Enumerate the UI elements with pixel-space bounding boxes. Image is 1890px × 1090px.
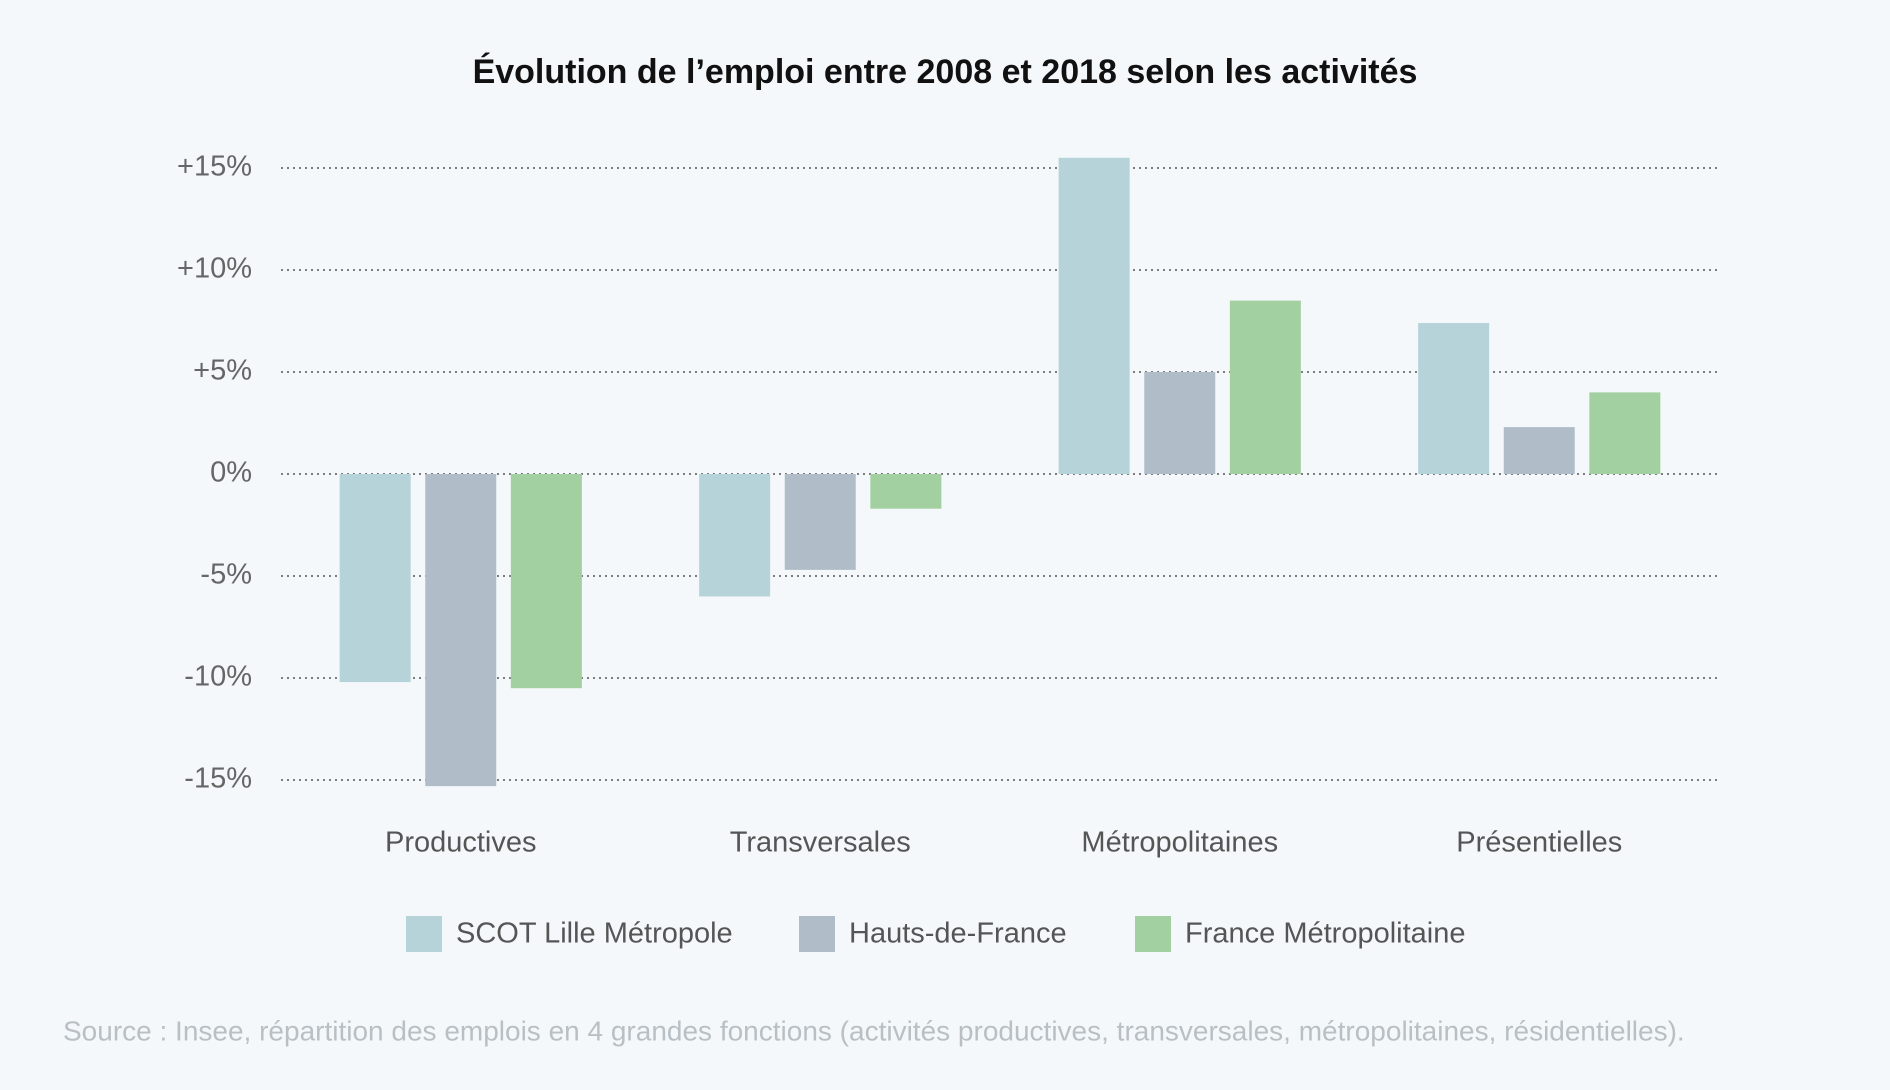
x-tick-label: Transversales [730,827,911,859]
bar [1229,300,1301,474]
bar [1144,372,1216,474]
y-tick-label: 0% [210,457,252,489]
x-tick-label: Métropolitaines [1081,827,1278,859]
legend-label: Hauts-de-France [849,918,1067,950]
y-tick-label: +10% [177,253,252,285]
legend-label: France Métropolitaine [1185,918,1465,950]
legend-label: SCOT Lille Métropole [456,918,733,950]
bar [339,474,411,683]
source-note: Source : Insee, répartition des emplois … [63,1015,1685,1046]
x-tick-label: Présentielles [1456,827,1622,859]
chart-title: Évolution de l’emploi entre 2008 et 2018… [473,53,1418,91]
legend-swatch [406,916,442,952]
bar [1503,427,1575,474]
y-tick-label: -15% [184,763,252,795]
y-tick-label: -5% [200,559,252,591]
y-tick-label: +5% [193,355,252,387]
bar [1058,157,1130,475]
y-tick-label: -10% [184,661,252,693]
bar [1589,392,1661,474]
bar [425,474,497,787]
x-tick-label: Productives [385,827,537,859]
bar [784,474,856,570]
bar [510,474,582,689]
legend-swatch [1135,916,1171,952]
bar [870,474,942,509]
y-tick-label: +15% [177,151,252,183]
bar [1418,323,1490,474]
legend-swatch [799,916,835,952]
bar [699,474,771,597]
